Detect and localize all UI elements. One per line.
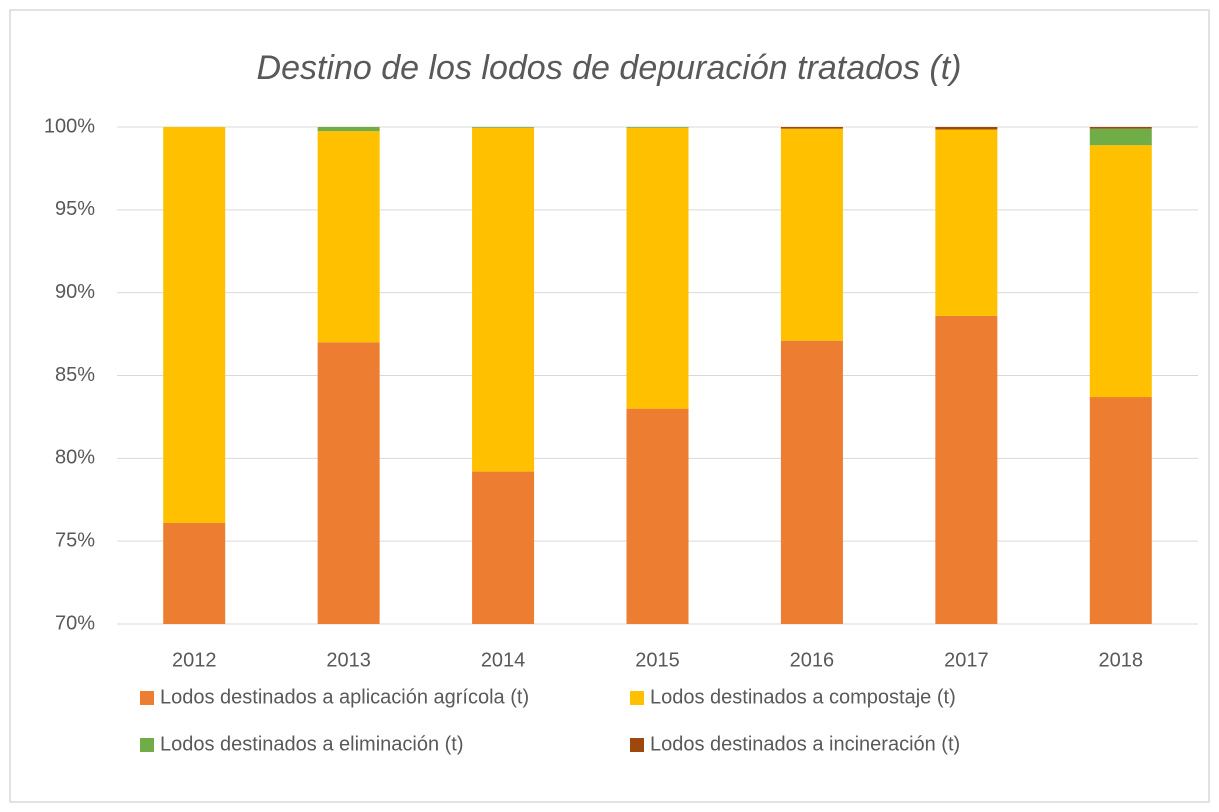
bar-segment — [626, 127, 689, 128]
bar-segment — [935, 315, 998, 624]
bar-segment — [1089, 127, 1152, 129]
legend-swatch — [140, 738, 154, 752]
legend-swatch — [630, 738, 644, 752]
y-tick-label: 100% — [44, 115, 95, 137]
bar-segment — [1089, 145, 1152, 398]
y-tick-label: 70% — [55, 612, 95, 634]
y-tick-label: 85% — [55, 364, 95, 386]
x-tick-label: 2012 — [172, 649, 217, 671]
bar-segment — [780, 127, 843, 129]
legend-label: Lodos destinados a aplicación agrícola (… — [160, 686, 529, 708]
bar-segment — [780, 340, 843, 624]
legend-swatch — [630, 691, 644, 705]
bar-segment — [935, 129, 998, 316]
legend-label: Lodos destinados a eliminación (t) — [160, 733, 464, 755]
bar-segment — [472, 127, 535, 128]
y-tick-label: 90% — [55, 281, 95, 303]
x-tick-label: 2015 — [635, 649, 680, 671]
bar-segment — [626, 127, 689, 409]
x-tick-label: 2017 — [944, 649, 989, 671]
x-tick-label: 2018 — [1099, 649, 1144, 671]
bar-segment — [317, 127, 380, 132]
bar-segment — [472, 471, 535, 624]
bar-segment — [935, 127, 998, 130]
bar-segment — [1089, 397, 1152, 624]
bar-segment — [780, 128, 843, 341]
bar-segment — [1089, 128, 1152, 146]
legend-label: Lodos destinados a compostaje (t) — [650, 686, 956, 708]
x-tick-label: 2014 — [481, 649, 526, 671]
y-tick-label: 80% — [55, 447, 95, 469]
bar-segment — [626, 408, 689, 624]
legend-label: Lodos destinados a incineración (t) — [650, 733, 960, 755]
bar-segment — [472, 127, 535, 472]
x-tick-label: 2016 — [790, 649, 835, 671]
y-tick-label: 95% — [55, 198, 95, 220]
bar-segment — [317, 342, 380, 624]
chart-title: Destino de los lodos de depuración trata… — [257, 49, 962, 87]
bar-segment — [317, 131, 380, 343]
legend-swatch — [140, 691, 154, 705]
x-tick-label: 2013 — [326, 649, 371, 671]
bar-segment — [163, 522, 226, 624]
y-tick-label: 75% — [55, 529, 95, 551]
bar-segment — [163, 127, 226, 523]
